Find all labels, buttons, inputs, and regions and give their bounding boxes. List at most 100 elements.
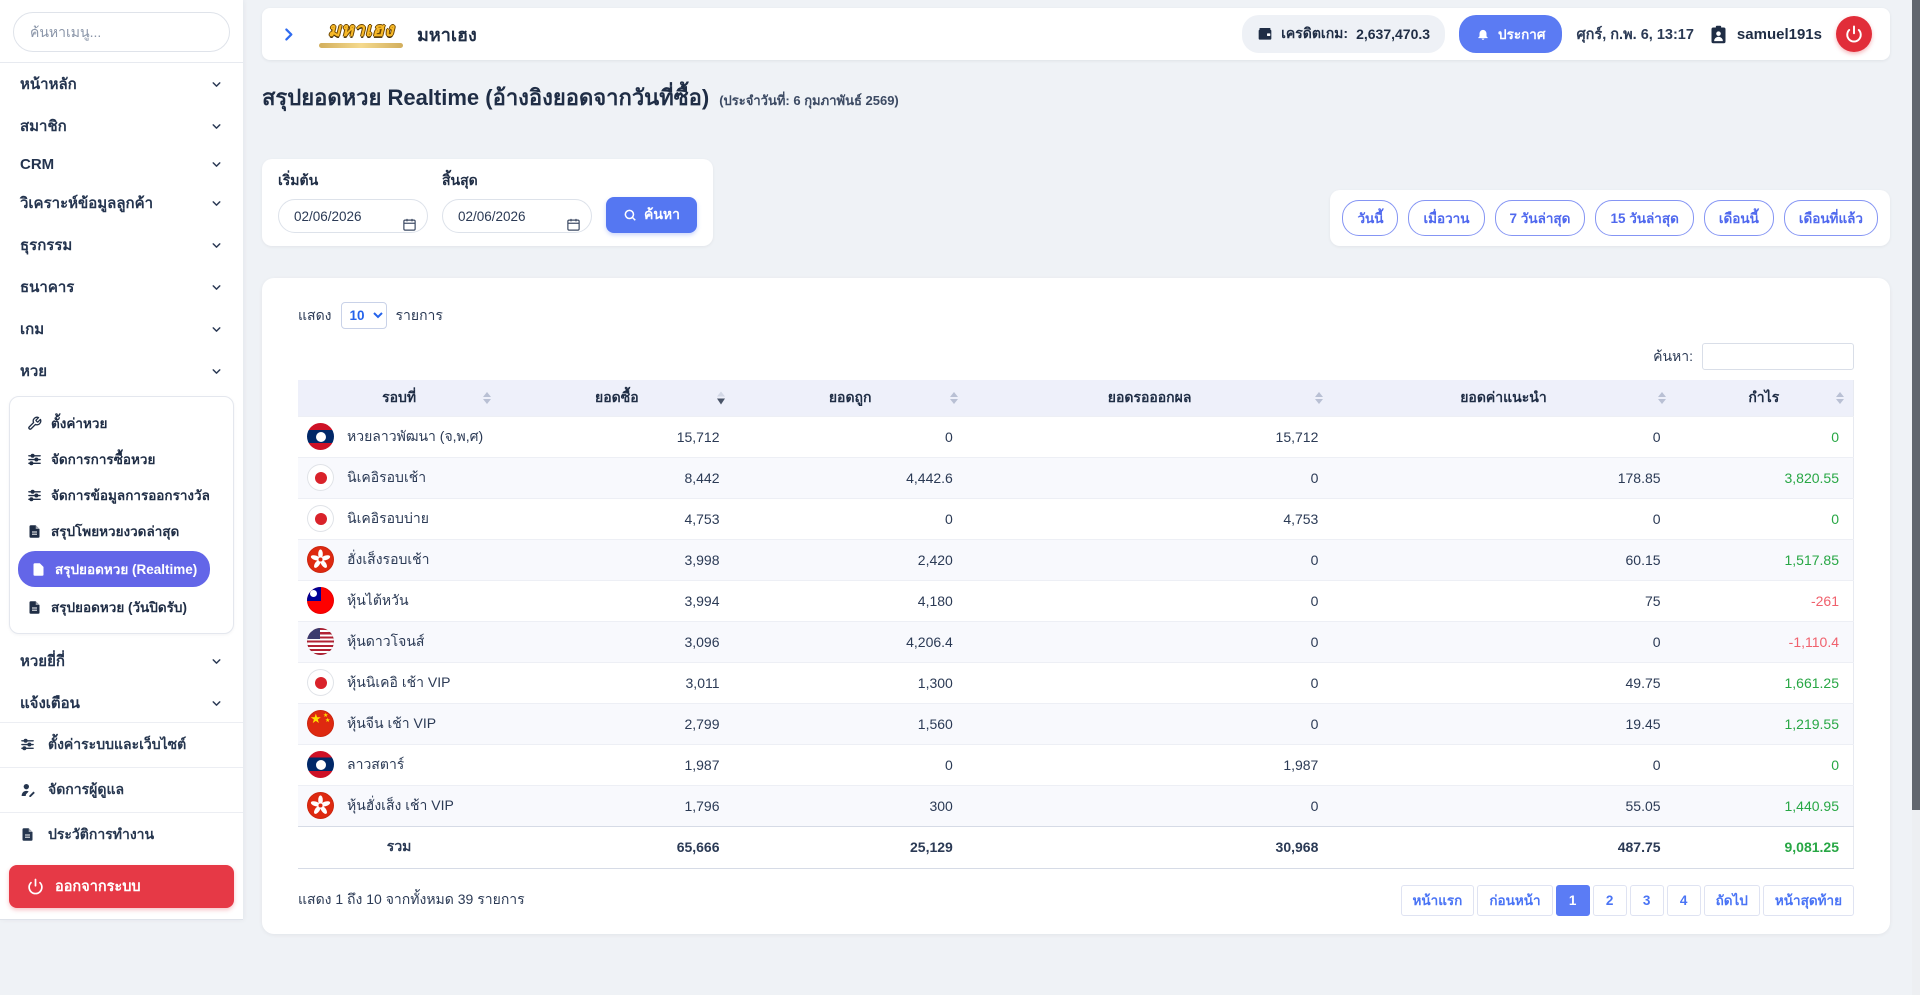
table-row[interactable]: ★ ★ ★ หุ้นจีน เช้า VIP 2,799 1,560 0 19.45 1,219… [298,702,1854,744]
start-date-input[interactable] [278,199,428,233]
table-search-input[interactable] [1702,343,1854,370]
quick-filter-button[interactable]: เมื่อวาน [1408,200,1485,236]
commission-amount: 49.75 [1332,661,1675,703]
lottery-submenu: ตั้งค่าหวยจัดการการซื้อหวยจัดการข้อมูลกา… [9,396,234,634]
submenu-item[interactable]: สรุปยอดหวย (วันปิดรับ) [18,589,225,625]
column-header[interactable]: รอบที่ [298,380,501,416]
scrollbar-thumb[interactable] [1912,0,1920,810]
table-row[interactable]: หุ้นนิเคอิ เช้า VIP 3,011 1,300 0 49.75 1,661… [298,661,1854,703]
table-row[interactable]: นิเคอิรอบบ่าย 4,753 0 4,753 0 0 [298,497,1854,539]
table-row[interactable]: ลาวสตาร์ 1,987 0 1,987 0 0 [298,743,1854,785]
profit-amount: -261 [1674,579,1854,621]
sidebar-bottom-item[interactable]: ประวัติการทำงาน [0,812,243,857]
sidebar-item-label: ธนาคาร [20,279,75,296]
sidebar-item[interactable]: เกม [0,308,243,350]
submenu-item-active[interactable]: สรุปยอดหวย (Realtime) [18,551,211,587]
column-header[interactable]: ยอดซื้อ [500,380,734,416]
buy-amount: 1,987 [500,743,734,785]
sidebar-toggle-button[interactable] [280,26,297,43]
commission-amount: 0 [1332,743,1675,785]
announce-button[interactable]: ประกาศ [1459,15,1563,53]
sidebar-item[interactable]: CRM [0,147,243,182]
sidebar-item[interactable]: สมาชิก [0,105,243,147]
sidebar-item[interactable]: หวยยี่กี่ [0,640,243,682]
round-name: หุ้นฮั่งเส็ง เช้า VIP [347,796,454,813]
pagination-page-3[interactable]: 3 [1629,884,1664,916]
power-icon [1845,25,1863,43]
table-row[interactable]: หุ้นดาวโจนส์ 3,096 4,206.4 0 0 -1,110.4 [298,620,1854,662]
submenu-item[interactable]: สรุปโพยหวยงวดล่าสุด [18,513,225,549]
quick-filter-button[interactable]: เดือนนี้ [1703,200,1774,236]
power-icon [27,878,44,895]
column-header[interactable]: ยอดรอออกผล [966,380,1333,416]
end-date-input[interactable] [442,199,592,233]
won-amount: 4,180 [733,579,967,621]
submenu-item[interactable]: ตั้งค่าหวย [18,405,225,441]
sidebar-item[interactable]: ธุรกรรม [0,224,243,266]
game-credit-badge[interactable]: เครดิตเกม: 2,637,470.3 [1242,15,1446,53]
total-row: รวม 65,666 25,129 30,968 487.75 9,081.25 [298,825,1854,869]
pagination-prev[interactable]: ก่อนหน้า [1477,884,1553,916]
start-date-label: เริ่มต้น [278,172,319,188]
column-header-label: กำไร [1748,388,1780,405]
buy-amount: 15,712 [500,415,734,457]
sidebar-bottom-item[interactable]: ตั้งค่าระบบและเว็บไซต์ [0,722,243,767]
announce-label: ประกาศ [1498,27,1546,42]
sidebar-bottom-group: ตั้งค่าระบบและเว็บไซต์จัดการผู้ดูแล ประวั… [0,722,243,919]
round-name: นิเคอิรอบเช้า [347,468,427,485]
sidebar-bottom-item[interactable]: จัดการผู้ดูแล [0,767,243,812]
sidebar-item[interactable]: หน้าหลัก [0,63,243,105]
table-row[interactable]: หวยลาวพัฒนา (จ,พ,ศ) 15,712 0 15,712 0 0 [298,415,1854,457]
sliders-icon [20,737,37,754]
calendar-icon[interactable] [402,217,417,232]
column-header[interactable]: กำไร [1674,380,1854,416]
submenu-item[interactable]: จัดการการซื้อหวย [18,441,225,477]
table-row[interactable]: หุ้นไต้หวัน 3,994 4,180 0 75 -261 [298,579,1854,621]
table-row[interactable]: ฮั่งเส็งรอบเช้า 3,998 2,420 0 60.15 1,517.85 [298,538,1854,580]
laos-flag-icon [307,751,334,778]
pending-amount: 0 [966,620,1333,662]
page-scrollbar[interactable] [1912,0,1920,995]
pagination-page-2[interactable]: 2 [1592,884,1627,916]
submenu-item-label: จัดการการซื้อหวย [51,452,156,467]
pagination-page-1[interactable]: 1 [1555,884,1590,916]
total-won: 25,129 [733,825,967,869]
sidebar-item[interactable]: ธนาคาร [0,266,243,308]
quick-filter-button[interactable]: 7 วันล่าสุด [1494,200,1586,236]
sidebar-item[interactable]: วิเคราะห์ข้อมูลลูกค้า [0,182,243,224]
quick-filter-button[interactable]: 15 วันล่าสุด [1595,200,1694,236]
column-header[interactable]: ยอดถูก [733,380,967,416]
calendar-icon[interactable] [566,217,581,232]
menu-search-input[interactable] [13,12,230,52]
brand-logo[interactable]: มหาเฮง [319,20,403,48]
profit-amount: 0 [1674,743,1854,785]
japan-flag-icon [307,505,334,532]
brand-name: มหาเฮง [417,24,477,45]
datetime-text: ศุกร์, ก.พ. 6, 13:17 [1576,26,1694,43]
submenu-item[interactable]: จัดการข้อมูลการออกรางวัล [18,477,225,513]
quick-filter-button[interactable]: วันนี้ [1342,200,1399,236]
commission-amount: 75 [1332,579,1675,621]
pagination-first[interactable]: หน้าแรก [1400,884,1475,916]
round-name: หุ้นไต้หวัน [347,591,409,608]
column-header[interactable]: ยอดค่าแนะนำ [1332,380,1675,416]
entries-select[interactable]: 10 [340,302,387,329]
table-row[interactable]: นิเคอิรอบเช้า 8,442 4,442.6 0 178.85 3,820.55 [298,456,1854,498]
pagination-next[interactable]: ถัดไป [1703,884,1760,916]
sidebar-item[interactable]: แจ้งเตือน [0,682,243,724]
won-amount: 4,442.6 [733,456,967,498]
commission-amount: 0 [1332,415,1675,457]
table-row[interactable]: หุ้นฮั่งเส็ง เช้า VIP 1,796 300 0 55.05 1,440… [298,784,1854,826]
pagination-page-4[interactable]: 4 [1666,884,1701,916]
quick-filter-button[interactable]: เดือนที่แล้ว [1783,200,1878,236]
header-logout-button[interactable] [1836,16,1872,52]
table-footer: แสดง 1 ถึง 10 จากทั้งหมด 39 รายการ หน้าแ… [298,884,1854,916]
sidebar-bottom-item-label: ตั้งค่าระบบและเว็บไซต์ [48,736,187,752]
user-info[interactable]: samuel191s [1708,24,1822,45]
pagination-last[interactable]: หน้าสุดท้าย [1762,884,1854,916]
logout-button[interactable]: ออกจากระบบ [9,865,234,908]
sidebar-item-lottery[interactable]: หวย [0,350,243,392]
search-button[interactable]: ค้นหา [606,197,698,233]
profit-amount: 1,661.25 [1674,661,1854,703]
